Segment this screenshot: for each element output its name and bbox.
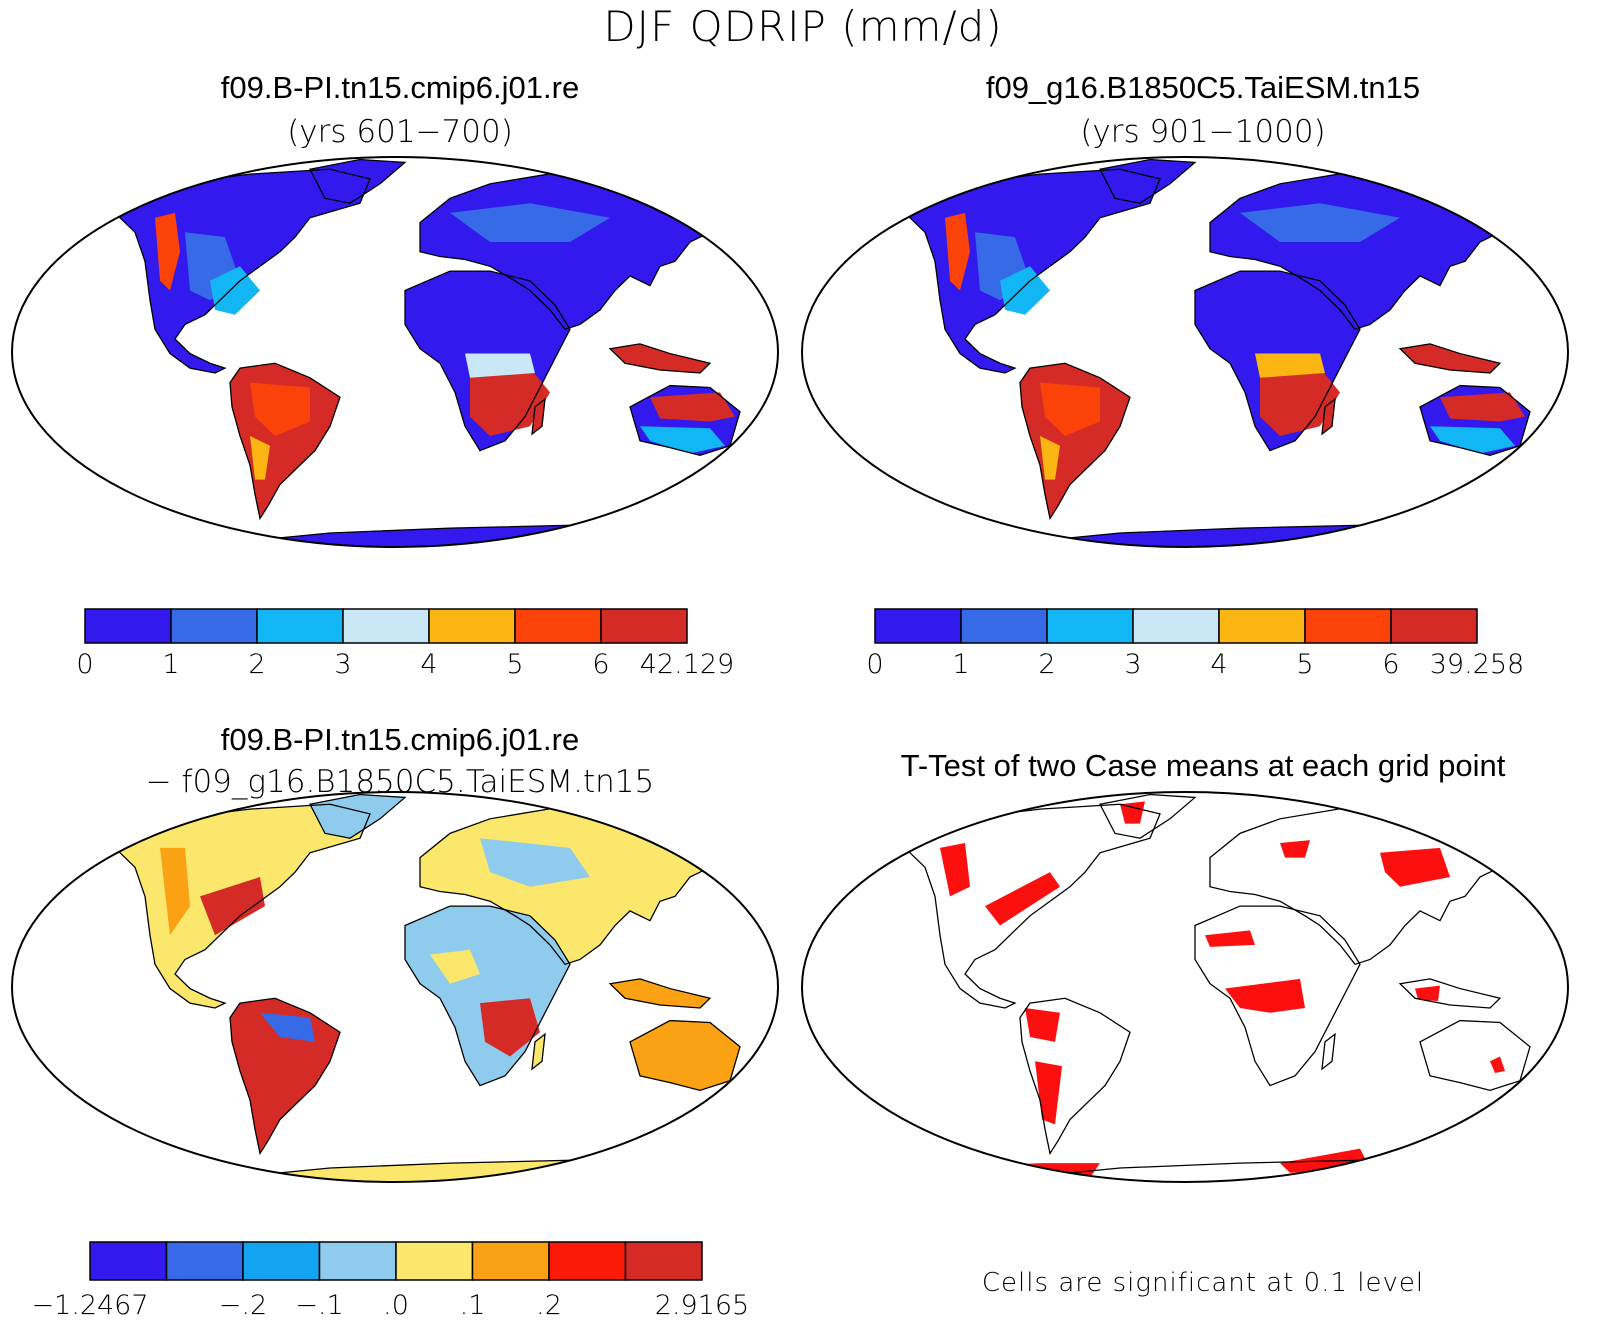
diff-colorbar-label: .2: [536, 1290, 562, 1320]
case2-colorbar-label: 4: [1210, 649, 1227, 677]
diff-colorbar-label: −.2: [219, 1290, 267, 1320]
colorbar-diff: −1.2467 −.2 −.1 .0 .1 .2 2.9165: [31, 1241, 749, 1320]
map-case2: [801, 156, 1569, 548]
diff-colorbar-box: [242, 1241, 321, 1281]
case2-colorbar-box: [1132, 608, 1220, 644]
case2-colorbar-label: 1: [952, 649, 969, 677]
diff-colorbar-label: 2.9165: [655, 1290, 749, 1320]
case1-colorbar-label: 5: [506, 649, 523, 677]
diff-colorbar-box: [624, 1241, 703, 1281]
case1-colorbar-box: [342, 608, 430, 644]
case1-colorbar-box: [514, 608, 602, 644]
case1-colorbar-box: [256, 608, 344, 644]
panel-case1-subtitle: (yrs 601−700): [287, 114, 513, 150]
case1-colorbar-label: 3: [334, 649, 351, 677]
diff-colorbar-label: −.1: [295, 1290, 343, 1320]
case1-colorbar-label: 6: [592, 649, 609, 677]
panel-diff-title: f09.B-PI.tn15.cmip6.j01.re: [220, 722, 580, 757]
significance-note: Cells are significant at 0.1 level: [981, 1268, 1425, 1298]
case1-colorbar-box: [84, 608, 172, 644]
case1-colorbar-box: [428, 608, 516, 644]
figure-title: DJF QDRIP (mm/d): [603, 2, 1003, 51]
case2-colorbar-box: [1218, 608, 1306, 644]
diff-colorbar-box: [89, 1241, 168, 1281]
case1-colorbar-label: 2: [248, 649, 265, 677]
colorbar-case1: 0 1 2 3 4 5 6 42.129: [76, 608, 734, 677]
case1-colorbar-label: 4: [420, 649, 437, 677]
diff-colorbar-box: [165, 1241, 244, 1281]
diff-colorbar-box: [318, 1241, 397, 1281]
case1-colorbar-label: 1: [162, 649, 179, 677]
case2-colorbar-label: 6: [1382, 649, 1399, 677]
case2-colorbar-box: [960, 608, 1048, 644]
case1-colorbar-label: 42.129: [640, 649, 734, 677]
case2-colorbar-box: [1046, 608, 1134, 644]
case2-colorbar-box: [1304, 608, 1392, 644]
diff-colorbar-label: .1: [460, 1290, 486, 1320]
diff-colorbar-label: −1.2467: [31, 1290, 148, 1320]
diff-colorbar-box: [548, 1241, 627, 1281]
diff-colorbar-box: [395, 1241, 474, 1281]
map-case1: [11, 156, 779, 548]
map-diff: [11, 791, 779, 1183]
case2-colorbar-box: [874, 608, 962, 644]
case1-colorbar-box: [170, 608, 258, 644]
case2-colorbar-label: 39.258: [1430, 649, 1524, 677]
panel-ttest-title: T-Test of two Case means at each grid po…: [900, 748, 1506, 783]
case2-colorbar-label: 0: [866, 649, 883, 677]
case2-colorbar-label: 2: [1038, 649, 1055, 677]
diff-colorbar-box: [471, 1241, 550, 1281]
panel-case2-subtitle: (yrs 901−1000): [1080, 114, 1326, 150]
map-ttest: [801, 791, 1569, 1183]
panel-case1-title: f09.B-PI.tn15.cmip6.j01.re: [220, 70, 580, 105]
panel-case2-title: f09_g16.B1850C5.TaiESM.tn15: [985, 70, 1421, 105]
diff-colorbar-label: .0: [383, 1290, 409, 1320]
case2-colorbar-box: [1390, 608, 1478, 644]
case1-colorbar-label: 0: [76, 649, 93, 677]
case2-colorbar-label: 5: [1296, 649, 1313, 677]
case2-colorbar-label: 3: [1124, 649, 1141, 677]
case1-colorbar-box: [600, 608, 688, 644]
colorbar-case2: 0 1 2 3 4 5 6 39.258: [866, 608, 1524, 677]
